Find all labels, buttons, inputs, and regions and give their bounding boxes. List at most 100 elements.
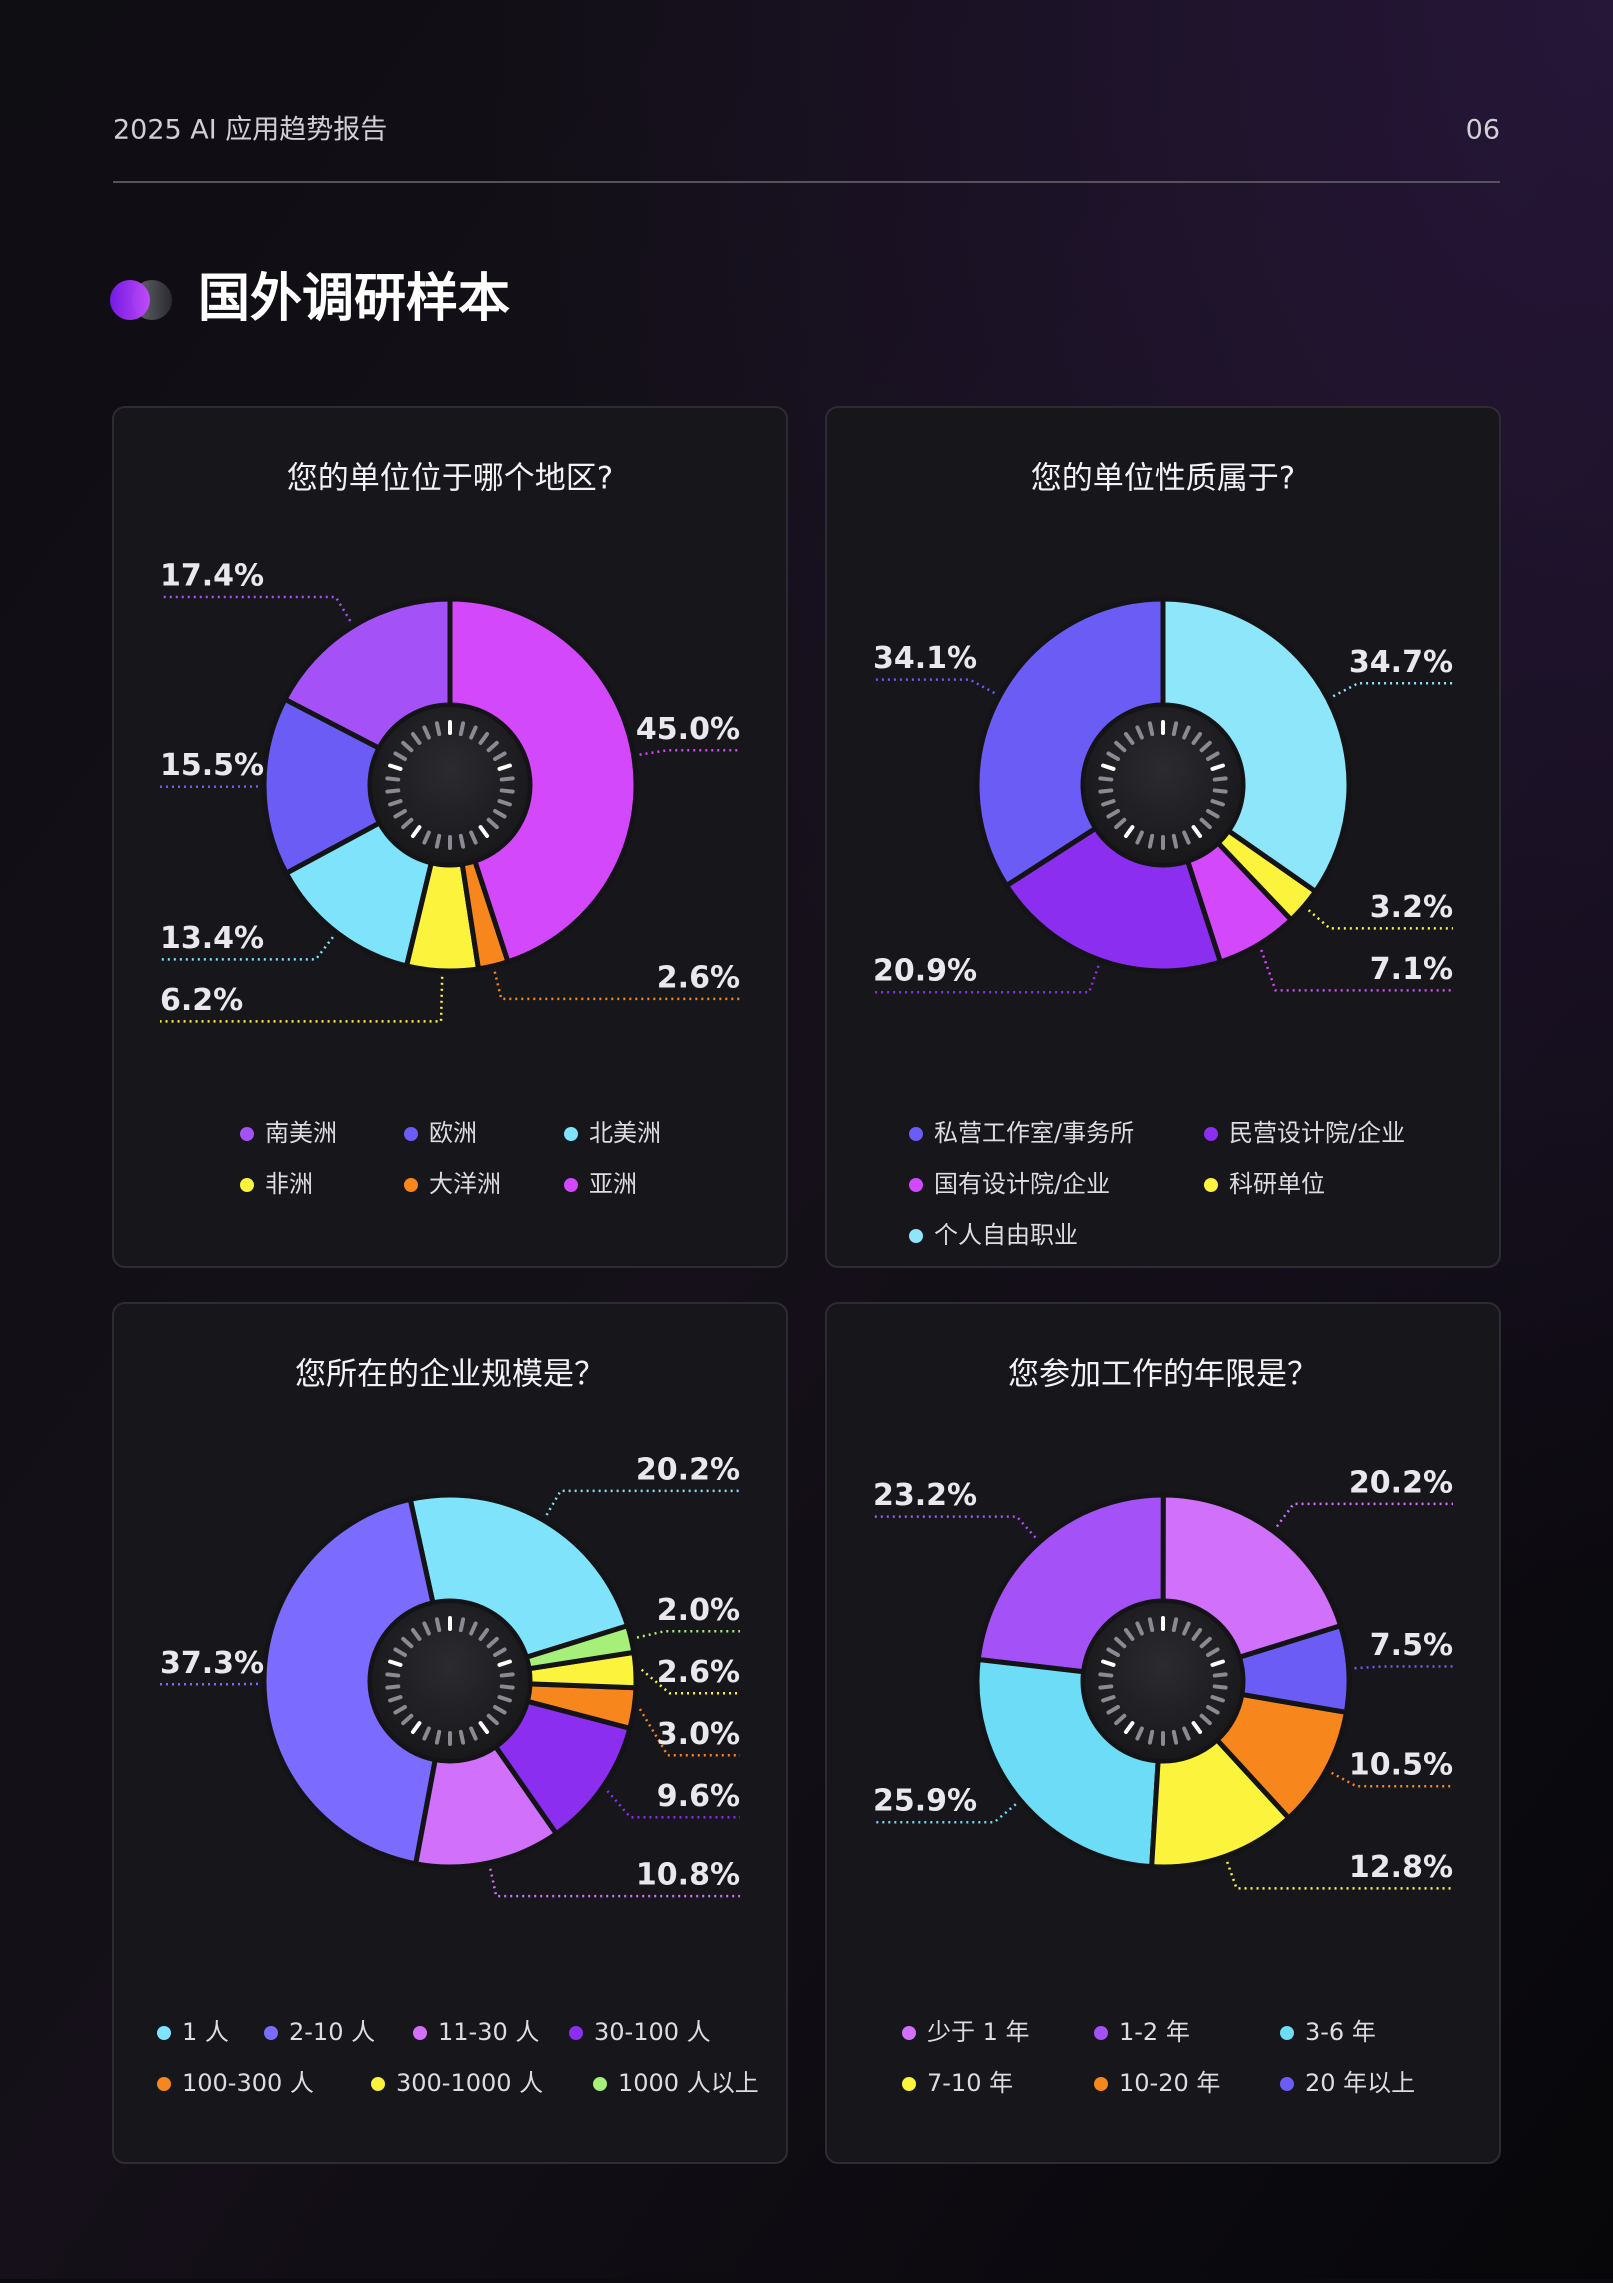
- dial-tick: [1215, 778, 1226, 779]
- dial-tick: [461, 1619, 463, 1630]
- chart-card: 您参加工作的年限是？20.2%7.5%10.5%12.8%23.2%25.9%少…: [826, 1303, 1500, 2163]
- page-number: 06: [1466, 115, 1500, 146]
- data-label: 12.8%: [1349, 1850, 1453, 1885]
- dial-tick: [387, 1686, 398, 1687]
- dial-tick: [1150, 1619, 1152, 1630]
- legend-marker: [909, 1229, 923, 1243]
- chart-card: 您所在的企业规模是？ 20.2% 2.0% 2.6% 3.0% 9.6% 10.8% 37.3…: [113, 1303, 787, 2163]
- legend-label: 欧洲: [429, 1119, 477, 1147]
- data-label: 23.2%: [873, 1478, 977, 1513]
- dial-tick: [387, 778, 398, 779]
- legend-label: 300-1000 人: [396, 2069, 543, 2097]
- legend-marker: [404, 1178, 418, 1192]
- dial-tick: [437, 723, 439, 734]
- legend-marker: [1094, 2026, 1108, 2040]
- data-label: 25.9%: [873, 1784, 977, 1819]
- legend-label: 科研单位: [1229, 1170, 1325, 1198]
- dial-tick: [461, 836, 463, 847]
- dial-tick: [1215, 1674, 1226, 1675]
- dial-tick: [502, 1686, 513, 1687]
- data-label: 20.9%: [873, 954, 977, 989]
- legend-marker: [902, 2026, 916, 2040]
- data-label: 37.3%: [160, 1646, 264, 1681]
- legend-label: 2-10 人: [289, 2018, 375, 2046]
- dial-tick: [1174, 1619, 1176, 1630]
- chart-title: 您的单位位于哪个地区?: [287, 461, 613, 497]
- legend-label: 私营工作室/事务所: [934, 1119, 1134, 1147]
- data-label: 34.1%: [873, 641, 977, 676]
- dial-tick: [387, 790, 398, 791]
- legend-label: 7-10 年: [927, 2069, 1013, 2097]
- data-label: 2.6%: [657, 960, 740, 995]
- data-label: 45.0%: [636, 712, 740, 747]
- dial-tick: [461, 723, 463, 734]
- legend-marker: [1094, 2077, 1108, 2091]
- chart-card: 您的单位位于哪个地区?45.0%2.6%17.4%15.5%13.4%6.2%南…: [113, 407, 787, 1267]
- dial-tick: [1174, 836, 1176, 847]
- section-icon: [110, 280, 150, 320]
- legend-marker: [404, 1127, 418, 1141]
- legend-label: 30-100 人: [594, 2018, 711, 2046]
- data-label: 3.2%: [1370, 890, 1453, 925]
- chart-title: 您参加工作的年限是？: [1008, 1357, 1318, 1393]
- data-label: 7.1%: [1370, 952, 1453, 987]
- legend-marker: [371, 2077, 385, 2091]
- chart-title: 您的单位性质属于?: [1031, 461, 1295, 497]
- legend-label: 1-2 年: [1119, 2018, 1190, 2046]
- legend-label: 11-30 人: [438, 2018, 539, 2046]
- dial-tick: [1100, 1674, 1111, 1675]
- dial-tick: [1100, 1686, 1111, 1687]
- data-label: 10.8%: [636, 1858, 740, 1893]
- legend-label: 20 年以上: [1305, 2069, 1415, 2097]
- data-label: 2.0%: [657, 1593, 740, 1628]
- legend-marker: [564, 1127, 578, 1141]
- data-label: 2.6%: [657, 1655, 740, 1690]
- dial-tick: [1150, 836, 1152, 847]
- legend-marker: [157, 2077, 171, 2091]
- legend-marker: [264, 2026, 278, 2040]
- legend-label: 非洲: [265, 1170, 313, 1198]
- dial-tick: [1100, 778, 1111, 779]
- legend-marker: [1280, 2026, 1294, 2040]
- legend-label: 大洋洲: [429, 1170, 501, 1198]
- dial-tick: [1174, 723, 1176, 734]
- legend-label: 亚洲: [589, 1170, 637, 1198]
- dial-tick: [1150, 1732, 1152, 1743]
- legend-marker: [240, 1127, 254, 1141]
- legend-label: 北美洲: [589, 1119, 661, 1147]
- legend-marker: [593, 2077, 607, 2091]
- dial-tick: [1215, 1686, 1226, 1687]
- legend-marker: [902, 2077, 916, 2091]
- legend-label: 民营设计院/企业: [1229, 1119, 1405, 1147]
- dial-tick: [502, 778, 513, 779]
- dial-tick: [437, 1619, 439, 1630]
- data-label: 3.0%: [657, 1717, 740, 1752]
- legend-marker: [564, 1178, 578, 1192]
- legend-marker: [413, 2026, 427, 2040]
- legend-marker: [909, 1178, 923, 1192]
- dial-tick: [1174, 1732, 1176, 1743]
- legend-marker: [1280, 2077, 1294, 2091]
- data-label: 17.4%: [160, 558, 264, 593]
- legend-label: 1 人: [182, 2018, 229, 2046]
- legend-marker: [157, 2026, 171, 2040]
- dial-tick: [437, 836, 439, 847]
- dial-tick: [461, 1732, 463, 1743]
- section-title: 国外调研样本: [198, 269, 510, 329]
- header-title: 2025 AI 应用趋势报告: [113, 115, 387, 146]
- dial-tick: [502, 1674, 513, 1675]
- legend-label: 1000 人以上: [618, 2069, 759, 2097]
- legend-marker: [1204, 1127, 1218, 1141]
- legend-label: 3-6 年: [1305, 2018, 1376, 2046]
- chart-card: 您的单位性质属于?34.7%3.2%7.1%34.1%20.9%私营工作室/事务…: [826, 407, 1500, 1267]
- chart-title: 您所在的企业规模是？: [295, 1357, 605, 1393]
- data-label: 20.2%: [636, 1452, 740, 1487]
- legend-label: 国有设计院/企业: [934, 1170, 1110, 1198]
- data-label: 6.2%: [160, 983, 243, 1018]
- data-label: 13.4%: [160, 921, 264, 956]
- data-label: 7.5%: [1370, 1628, 1453, 1663]
- data-label: 9.6%: [657, 1779, 740, 1814]
- dial-tick: [502, 790, 513, 791]
